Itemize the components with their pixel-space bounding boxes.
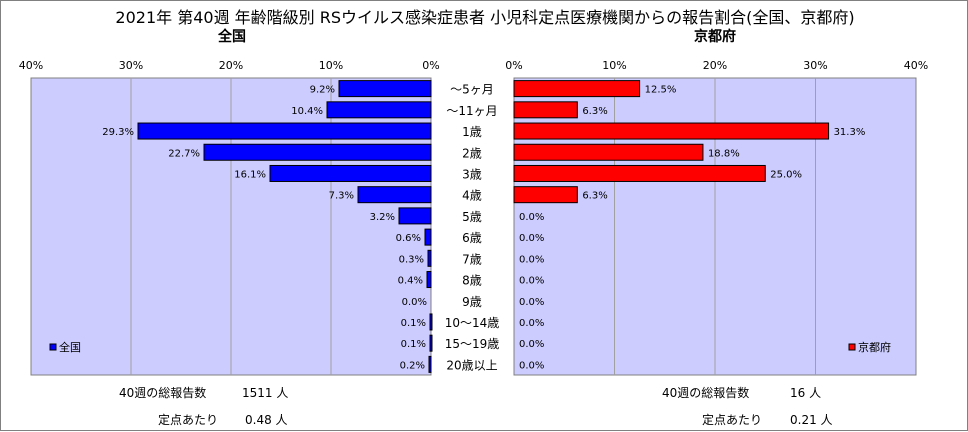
data-label: 0.0% [519, 339, 544, 350]
data-label: 0.0% [519, 212, 544, 223]
chart-title: 2021年 第40週 年齢階級別 RSウイルス感染症患者 小児科定点医療機関から… [115, 8, 855, 27]
right-per-site-value: 0.21 人 [790, 413, 833, 427]
category-label: 6歳 [462, 231, 482, 245]
data-label: 0.3% [399, 254, 424, 265]
x-tick-label: 30% [119, 59, 143, 72]
data-label: 0.6% [396, 233, 421, 244]
data-label: 0.1% [401, 339, 426, 350]
bar [398, 207, 432, 225]
bar [137, 122, 432, 140]
right-panel-title: 京都府 [694, 29, 736, 45]
data-label: 0.0% [519, 318, 544, 329]
data-label: 10.4% [291, 106, 323, 117]
bar [429, 334, 433, 352]
data-label: 0.4% [398, 276, 423, 287]
data-label: 18.8% [708, 148, 740, 159]
category-label: 8歳 [462, 274, 482, 288]
bar [513, 122, 830, 140]
x-tick-label: 20% [703, 59, 727, 72]
data-label: 0.0% [519, 297, 544, 308]
data-label: 0.0% [519, 233, 544, 244]
data-label: 0.2% [400, 360, 425, 371]
bar [428, 355, 432, 373]
bar [513, 101, 578, 119]
left-total-value: 1511 人 [242, 386, 289, 400]
x-tick-label: 0% [422, 59, 439, 72]
category-label: 7歳 [462, 252, 482, 266]
data-label: 25.0% [770, 169, 802, 180]
category-label: 9歳 [462, 295, 482, 309]
x-tick-label: 0% [505, 59, 522, 72]
bar [426, 271, 432, 289]
category-label: 20歳以上 [446, 358, 497, 372]
category-label: 4歳 [462, 189, 482, 203]
bar [513, 80, 641, 98]
bar [429, 313, 433, 331]
data-label: 29.3% [102, 127, 134, 138]
bar [357, 186, 432, 204]
category-label: 10～14歳 [445, 316, 500, 330]
data-label: 12.5% [645, 85, 677, 96]
left-panel-title: 全国 [218, 29, 246, 45]
left-per-site-label: 定点あたり [158, 413, 219, 427]
data-label: 6.3% [582, 106, 607, 117]
x-tick-label: 40% [904, 59, 928, 72]
left-total-label: 40週の総報告数 [119, 386, 207, 400]
data-label: 22.7% [168, 148, 200, 159]
category-label: 1歳 [462, 125, 482, 139]
data-label: 0.0% [519, 276, 544, 287]
legend-swatch [848, 343, 856, 351]
x-tick-label: 20% [219, 59, 243, 72]
data-label: 16.1% [234, 169, 266, 180]
category-label: ～5ヶ月 [450, 83, 494, 97]
data-label: 0.0% [519, 254, 544, 265]
right-total-label: 40週の総報告数 [662, 386, 750, 400]
category-label: 2歳 [462, 146, 482, 160]
x-tick-label: 10% [319, 59, 343, 72]
data-label: 0.1% [401, 318, 426, 329]
category-label: 3歳 [462, 167, 482, 181]
legend-swatch [49, 343, 57, 351]
legend-label: 京都府 [858, 340, 891, 354]
bar [513, 143, 704, 161]
data-label: 3.2% [370, 212, 395, 223]
bar [513, 164, 766, 182]
data-label: 0.0% [402, 297, 427, 308]
x-tick-label: 10% [602, 59, 626, 72]
data-label: 0.0% [519, 360, 544, 371]
left-per-site-value: 0.48 人 [245, 413, 288, 427]
x-tick-label: 30% [803, 59, 827, 72]
category-label: 15～19歳 [445, 337, 500, 351]
data-label: 9.2% [310, 85, 335, 96]
data-label: 6.3% [582, 191, 607, 202]
bar [338, 80, 432, 98]
bar [513, 186, 578, 204]
category-label: 5歳 [462, 210, 482, 224]
bar [326, 101, 432, 119]
right-total-value: 16 人 [790, 386, 822, 400]
right-per-site-label: 定点あたり [702, 413, 763, 427]
data-label: 31.3% [834, 127, 866, 138]
category-label: ～11ヶ月 [446, 104, 497, 118]
data-label: 7.3% [329, 191, 354, 202]
legend-label: 全国 [59, 340, 81, 354]
bar [427, 249, 432, 267]
bar [424, 228, 432, 246]
x-tick-label: 40% [19, 59, 43, 72]
bar [269, 164, 432, 182]
bar [203, 143, 432, 161]
